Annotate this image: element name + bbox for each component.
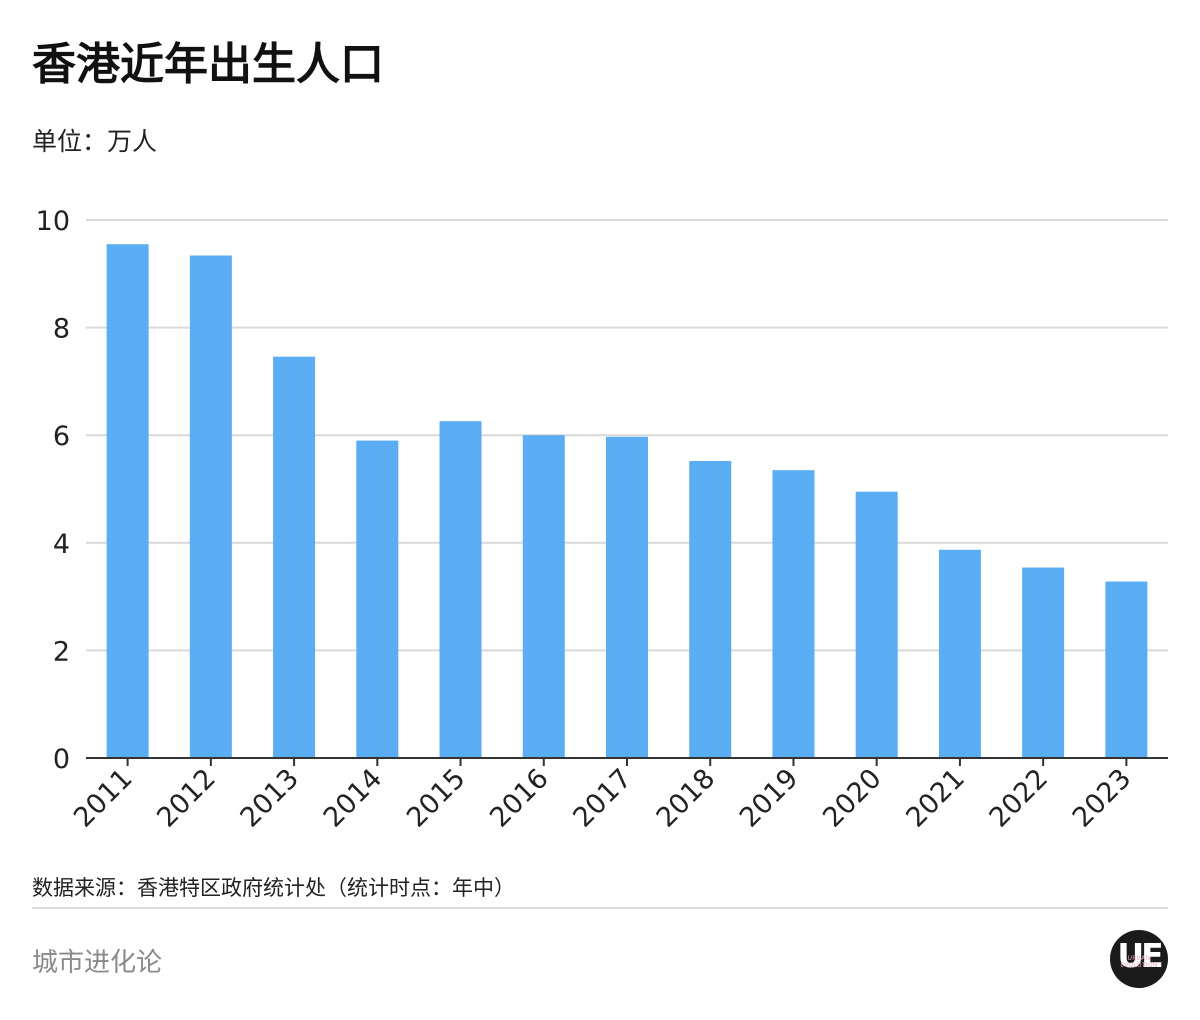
x-tick-label: 2011 [68,763,139,834]
bar [356,440,399,758]
y-tick-label: 4 [53,529,70,560]
x-tick-label: 2013 [235,763,306,834]
x-tick-label: 2023 [1067,763,1138,834]
bar-chart: 0 2 4 6 8 10 2011 2012 2013 2014 2015 2016 2017 2018… [36,206,1168,834]
logo-letters: UE [1117,936,1163,975]
y-tick-label: 2 [53,636,70,667]
bar [273,356,316,758]
x-tick-label: 2012 [151,763,222,834]
y-tick-label: 8 [53,314,70,345]
bar [772,470,815,758]
bar [1105,581,1148,758]
x-tick-label: 2022 [984,763,1055,834]
bar [189,255,232,758]
brand-logo: UE URBAN EVOLUTION [1110,930,1168,988]
bar [1022,567,1065,758]
x-tick-label: 2017 [567,763,638,834]
y-tick-label: 6 [53,421,70,452]
x-tick-label: 2014 [318,763,389,834]
bar [522,435,565,758]
bar [106,244,149,759]
bar [689,461,732,758]
logo-caption: URBAN EVOLUTION [1120,955,1158,969]
x-tick-label: 2018 [651,763,722,834]
brand-name: 城市进化论 [32,948,163,978]
x-tick-label: 2016 [484,763,555,834]
x-tick-label: 2015 [401,763,472,834]
bar [439,421,482,758]
y-tick-label: 0 [53,744,70,775]
bars [106,244,1148,759]
chart-title: 香港近年出生人口 [32,39,384,90]
x-axis-ticks: 2011 2012 2013 2014 2015 2016 2017 2018 2019 2020… [68,758,1137,834]
footer-divider [32,907,1168,909]
x-tick-label: 2021 [900,763,971,834]
unit-label: 单位：万人 [32,127,158,156]
y-tick-label: 10 [36,206,70,237]
bar [938,549,981,758]
y-axis-ticks: 0 2 4 6 8 10 [36,206,70,775]
gridlines [86,219,1168,652]
x-tick-label: 2020 [817,763,888,834]
bar [855,491,898,758]
data-source-note: 数据来源：香港特区政府统计处（统计时点：年中） [32,876,515,900]
x-tick-label: 2019 [734,763,805,834]
bar [606,436,648,758]
